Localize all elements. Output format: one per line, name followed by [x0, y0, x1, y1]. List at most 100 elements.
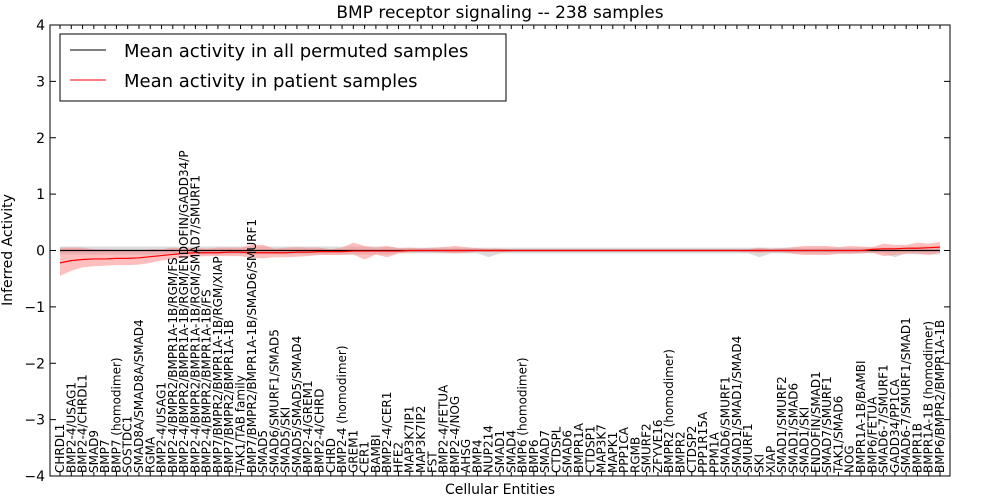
x-tick-label: BMP2-4/BMPR2/BMPR1A-1B/RGM/FS	[166, 257, 180, 473]
x-tick-label: SMAD1/SMAD6	[786, 383, 800, 473]
x-tick-label: CTDSP1	[583, 426, 597, 473]
x-tick-label: TAK1/TAB family	[234, 375, 248, 474]
x-tick-label: SOSTDC1	[121, 416, 135, 473]
x-tick-label: BMP2-4/BMPR2/BMPR1A-1B/RGM/SMAD7/SMURF1	[188, 175, 202, 473]
x-tick-label: SMAD6	[561, 430, 575, 473]
x-tick-label: SMAD5/SKI	[279, 407, 293, 473]
x-tick-label: SMAD9	[87, 430, 101, 473]
y-tick-label: −4	[24, 469, 45, 485]
x-tick-label: SMAD6/SMURF1	[719, 376, 733, 473]
x-tick-label: SMAD6-7/SMURF1	[877, 364, 891, 473]
x-tick-label: GADD34/PP1CA	[888, 378, 902, 473]
x-tick-label: BAMBI	[369, 434, 383, 473]
x-tick-label: BMPR2	[674, 431, 688, 473]
x-axis: CHRDL1BMP2-4/USAG1BMP2-4/CHRDL1SMAD9BMP7…	[53, 25, 947, 476]
x-tick-label: BMP2-4/BMPR2/BMPR1A-1B/FS	[200, 289, 214, 473]
x-tick-label: BMP6 (homodimer)	[516, 357, 530, 473]
x-tick-label: BMP2-4/NOG	[448, 396, 462, 473]
x-tick-label: MAP3K7	[595, 424, 609, 473]
x-tick-label: CHRD	[324, 438, 338, 473]
x-tick-label: SMAD6-7/SMURF1/SMAD1	[899, 317, 913, 473]
legend-label-permuted: Mean activity in all permuted samples	[124, 41, 468, 62]
x-tick-label: RGMA	[143, 436, 157, 473]
x-tick-label: MAP3K7IP2	[414, 406, 428, 473]
x-tick-label: SMAD7/SMURF1	[820, 376, 834, 473]
y-tick-label: 3	[36, 74, 45, 90]
x-tick-label: BMP2-4/CER1	[380, 392, 394, 473]
y-tick-label: −2	[24, 356, 45, 372]
x-tick-label: CER1	[358, 441, 372, 473]
x-tick-label: SMAD8A/SMAD8A/SMAD4	[132, 319, 146, 473]
x-tick-label: ZFYVE16	[651, 419, 665, 473]
y-tick-label: 4	[36, 18, 45, 34]
x-tick-label: BMP2-4 (homodimer)	[335, 345, 349, 473]
x-tick-label: BMP4	[470, 440, 484, 473]
x-tick-label: BMP6/FETUA	[865, 396, 879, 473]
x-tick-label: BMP6/BMPR2/BMPR1A-1B	[933, 320, 947, 473]
x-tick-label: BMP2-4/FETUA	[437, 384, 451, 473]
x-tick-label: SMAD6/SMURF1/SMAD5	[267, 329, 281, 473]
y-tick-label: −3	[24, 413, 45, 429]
x-tick-label: CHRDL1	[53, 424, 67, 473]
x-tick-label: BMP2-4/USAG1	[155, 382, 169, 473]
x-tick-label: GREM1	[346, 430, 360, 473]
x-tick-label: NUP214	[482, 425, 496, 473]
x-tick-label: BMPR1B	[910, 423, 924, 473]
x-tick-label: SMAD1	[493, 430, 507, 473]
y-tick-label: −1	[24, 300, 45, 316]
x-tick-label: BMP7 (homodimer)	[109, 357, 123, 473]
x-tick-label: PPM1A	[707, 432, 721, 473]
x-tick-label: BMP2-4/GREM1	[301, 380, 315, 473]
x-tick-label: FST	[425, 451, 439, 473]
x-axis-label: Cellular Entities	[445, 482, 555, 498]
x-tick-label: SKI	[752, 454, 766, 473]
x-tick-label: CTDSPL	[549, 426, 563, 473]
x-tick-label: BMPR1A	[572, 422, 586, 473]
legend-label-patient: Mean activity in patient samples	[124, 71, 418, 92]
x-tick-label: SMURF1	[741, 423, 755, 473]
x-tick-label: SMAD5	[256, 430, 270, 473]
x-tick-label: MAP3K7IP1	[403, 406, 417, 473]
x-tick-label: TAK1/SMAD6	[831, 396, 845, 474]
x-tick-label: MAPK1	[606, 432, 620, 473]
x-tick-label: SMAD1/SKI	[798, 407, 812, 473]
x-tick-label: BMP2-4/CHRDL1	[76, 374, 90, 473]
lines-layer	[59, 246, 941, 264]
x-tick-label: BMP2-4/CHRD	[312, 389, 326, 473]
x-tick-label: HFE2	[391, 442, 405, 473]
x-tick-label: SMAD4	[504, 430, 518, 473]
x-tick-label: BMP2-4/USAG1	[64, 382, 78, 473]
x-tick-label: SMAD1/SMAD1/SMAD4	[730, 336, 744, 473]
x-tick-label: NOG	[843, 445, 857, 473]
x-tick-label: BMP7/BMPR2/BMPR1A-1B	[222, 320, 236, 473]
patient-mean-line	[59, 246, 941, 264]
x-tick-label: BMP6	[527, 440, 541, 473]
y-tick-label: 1	[36, 187, 45, 203]
x-tick-label: BMP2-4/BMPR2/BMPR1A-1B/RGM/ENDOFIN/GADD3…	[177, 150, 191, 473]
x-tick-label: BMPR2 (homodimer)	[662, 349, 676, 473]
x-tick-label: RGMB	[628, 437, 642, 473]
x-tick-label: SMAD7	[538, 430, 552, 473]
x-tick-label: BMP7	[98, 440, 112, 473]
x-tick-label: AHSG	[459, 439, 473, 473]
x-tick-label: XIAP	[764, 446, 778, 473]
y-tick-label: 2	[36, 131, 45, 147]
y-tick-label: 0	[36, 244, 45, 260]
y-axis-label: Inferred Activity	[0, 194, 16, 306]
x-tick-label: BMPR1A-1B (homodimer)	[922, 321, 936, 473]
y-axis: −4 −3 −2 −1 0 1 2 3 4	[24, 18, 950, 485]
legend: Mean activity in all permuted samples Me…	[59, 33, 507, 102]
x-tick-label: BMPR1A-1B/BAMBI	[854, 360, 868, 473]
x-tick-label: BMP7/BMPR2/BMPR1A-1B/SMAD6/SMURF1	[245, 219, 259, 473]
x-tick-label: SMURF2	[640, 423, 654, 473]
x-tick-label: PPP1R15A	[696, 411, 710, 473]
x-tick-label: ENDOFIN/SMAD1	[809, 371, 823, 473]
x-tick-label: SMAD5/SMAD5/SMAD4	[290, 336, 304, 473]
x-tick-label: PPP1CA	[617, 426, 631, 473]
legend-box	[59, 33, 507, 102]
x-tick-label: SMAD1/SMURF2	[775, 376, 789, 473]
x-tick-label: BMP7/BMPR2/BMPR1A-1B/RGM/XIAP	[211, 256, 225, 473]
x-tick-label: CTDSP2	[685, 426, 699, 473]
